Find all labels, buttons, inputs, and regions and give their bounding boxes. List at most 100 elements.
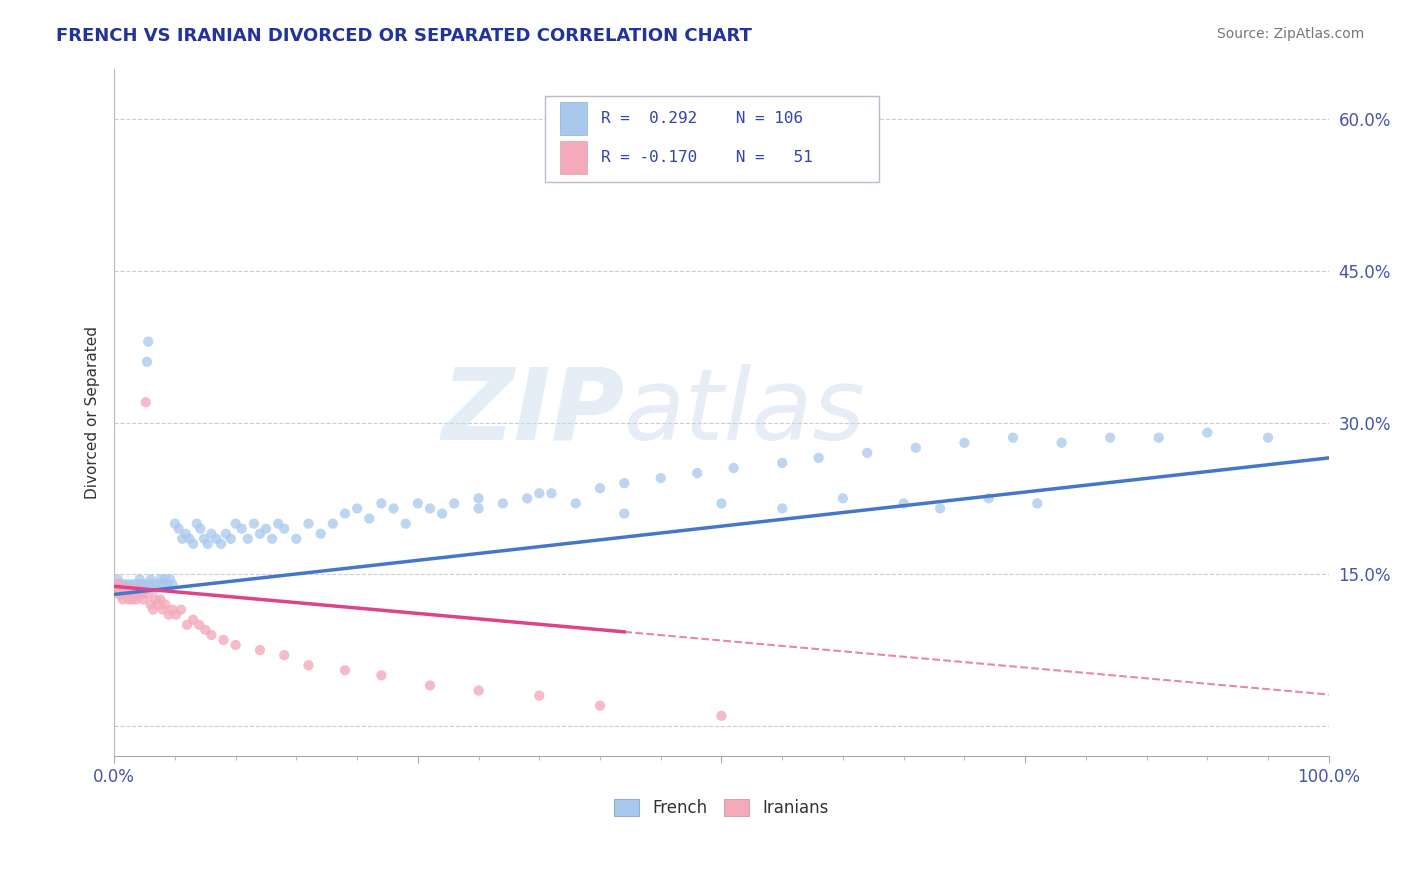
Point <box>118 582 141 597</box>
Point <box>124 587 146 601</box>
Point <box>297 658 319 673</box>
Point <box>114 577 136 591</box>
Point <box>170 602 193 616</box>
Text: atlas: atlas <box>624 364 866 461</box>
Point <box>131 577 153 591</box>
Point <box>125 577 148 591</box>
Point <box>613 476 636 491</box>
Point <box>112 582 135 597</box>
Point <box>395 516 418 531</box>
Point <box>110 582 132 597</box>
Point <box>953 435 976 450</box>
Point <box>309 526 332 541</box>
Text: R = -0.170    N =   51: R = -0.170 N = 51 <box>602 150 813 165</box>
Point <box>382 501 405 516</box>
Point <box>159 572 181 586</box>
Point <box>686 466 709 480</box>
Point <box>127 582 149 597</box>
Point <box>115 582 138 597</box>
Point <box>152 602 174 616</box>
Point <box>122 582 145 597</box>
Point <box>117 587 139 601</box>
Point <box>529 689 551 703</box>
Point <box>179 532 201 546</box>
Point <box>149 572 172 586</box>
Point <box>172 532 194 546</box>
Point <box>215 526 238 541</box>
Point <box>225 516 247 531</box>
Point <box>200 628 222 642</box>
Point <box>145 582 167 597</box>
Point <box>1050 435 1073 450</box>
Point <box>108 577 131 591</box>
Point <box>443 496 465 510</box>
Point <box>209 537 232 551</box>
Point <box>146 598 169 612</box>
Point <box>120 587 142 601</box>
Point <box>110 577 132 591</box>
Point <box>121 577 143 591</box>
Point <box>249 526 271 541</box>
Point <box>118 577 141 591</box>
Point <box>108 587 131 601</box>
Point <box>162 577 184 591</box>
Text: Source: ZipAtlas.com: Source: ZipAtlas.com <box>1216 27 1364 41</box>
Point <box>188 617 211 632</box>
Point <box>132 592 155 607</box>
Point <box>117 582 139 597</box>
Point <box>249 643 271 657</box>
Point <box>243 516 266 531</box>
Point <box>165 607 187 622</box>
Y-axis label: Divorced or Separated: Divorced or Separated <box>86 326 100 499</box>
Point <box>132 582 155 597</box>
Point <box>273 522 295 536</box>
Text: FRENCH VS IRANIAN DIVORCED OR SEPARATED CORRELATION CHART: FRENCH VS IRANIAN DIVORCED OR SEPARATED … <box>56 27 752 45</box>
Point <box>167 522 190 536</box>
Text: ZIP: ZIP <box>441 364 624 461</box>
Point <box>893 496 915 510</box>
Point <box>120 587 142 601</box>
Point <box>254 522 277 536</box>
Point <box>145 592 167 607</box>
Point <box>118 592 141 607</box>
Point <box>231 522 253 536</box>
Point <box>138 577 160 591</box>
Point <box>419 678 441 692</box>
Point <box>153 598 176 612</box>
Point <box>613 507 636 521</box>
FancyBboxPatch shape <box>546 96 879 182</box>
Point <box>205 532 228 546</box>
Point <box>467 501 489 516</box>
Point <box>181 537 204 551</box>
Point <box>1099 431 1122 445</box>
Point <box>770 456 793 470</box>
Point <box>114 587 136 601</box>
Point <box>346 501 368 516</box>
Text: R =  0.292    N = 106: R = 0.292 N = 106 <box>602 112 803 127</box>
Point <box>139 572 162 586</box>
Point <box>128 572 150 586</box>
Point <box>197 537 219 551</box>
Point <box>219 532 242 546</box>
Point <box>1147 431 1170 445</box>
Point <box>115 587 138 601</box>
Point <box>181 613 204 627</box>
Point <box>285 532 308 546</box>
Point <box>929 501 952 516</box>
Point <box>194 623 217 637</box>
Point <box>589 481 612 495</box>
Point <box>110 577 132 591</box>
Legend: French, Iranians: French, Iranians <box>607 792 835 823</box>
Point <box>419 501 441 516</box>
Point <box>111 587 134 601</box>
Point <box>146 577 169 591</box>
Point <box>1001 431 1024 445</box>
Point <box>710 496 733 510</box>
Point <box>359 511 381 525</box>
Point <box>127 587 149 601</box>
Point <box>156 577 179 591</box>
Point <box>135 395 157 409</box>
Point <box>297 516 319 531</box>
Point <box>723 461 745 475</box>
Point <box>142 577 165 591</box>
